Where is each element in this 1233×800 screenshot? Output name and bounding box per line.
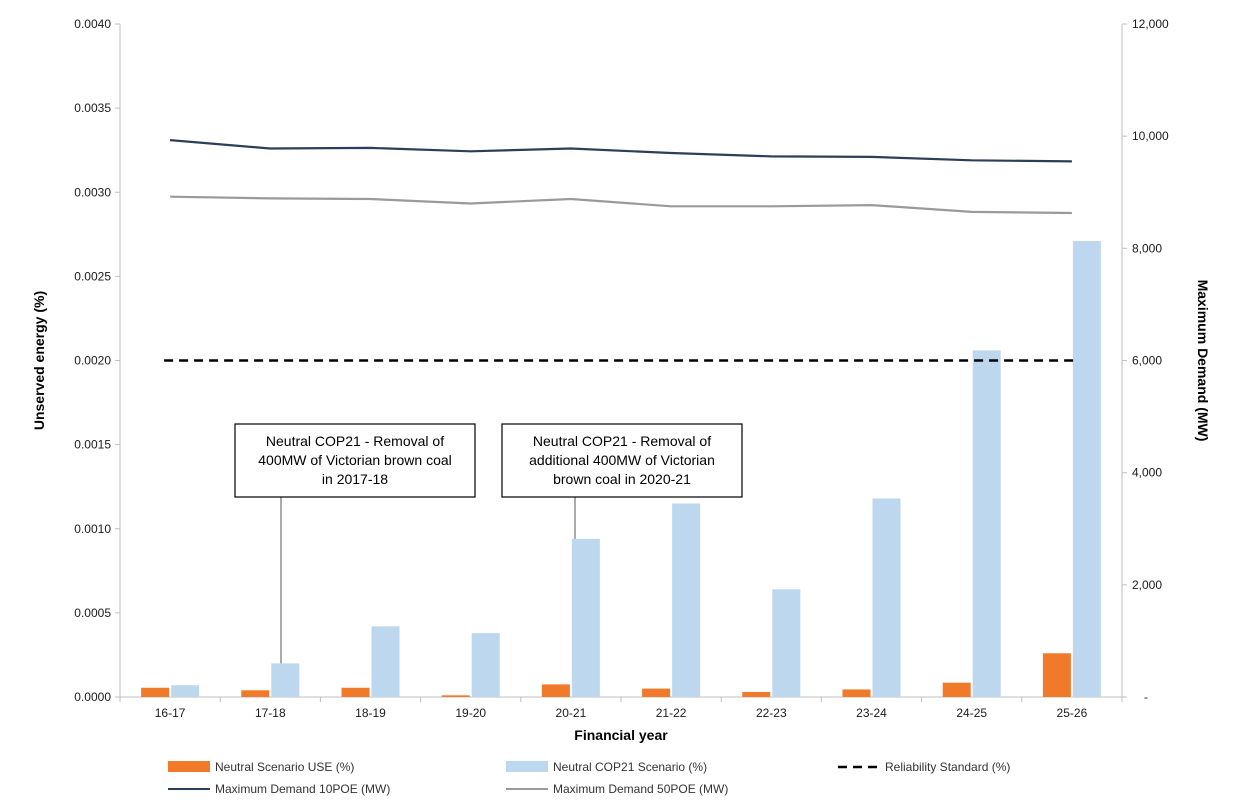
annotation-box xyxy=(501,423,743,498)
annotation-text: Neutral COP21 - Removal of xyxy=(533,433,711,449)
bar-neutral-use xyxy=(642,688,671,697)
y2-tick-label: 8,000 xyxy=(1132,241,1162,255)
line-max-demand-10poe xyxy=(170,139,1072,163)
legend-neutral-cop21-label: Neutral COP21 Scenario (%) xyxy=(553,760,707,774)
bar-neutral-cop21 xyxy=(471,633,500,697)
y2-axis-title: Maximum Demand (MW) xyxy=(1195,280,1211,442)
x-tick-label: 25-26 xyxy=(1057,706,1088,720)
bar-neutral-use xyxy=(942,682,971,697)
y-tick-label: 0.0040 xyxy=(74,17,111,31)
bar-neutral-cop21 xyxy=(972,350,1001,697)
annotations: Neutral COP21 - Removal of 400MW of Victo… xyxy=(234,423,743,664)
legend-neutral-cop21-swatch xyxy=(506,761,548,772)
bar-neutral-cop21 xyxy=(571,538,600,697)
axes: 0.0000 0.0005 0.0010 0.0015 0.0020 0.0025 0.00… xyxy=(31,17,1211,743)
bar-neutral-use xyxy=(742,691,771,697)
bar-neutral-use xyxy=(141,687,170,697)
x-tick-label: 23-24 xyxy=(856,706,887,720)
y2-tick-label: 12,000 xyxy=(1132,17,1169,31)
bar-neutral-cop21 xyxy=(171,685,200,697)
bar-neutral-cop21 xyxy=(872,498,901,697)
y-tick-label: 0.0000 xyxy=(74,690,111,704)
annotation-text: in 2017-18 xyxy=(322,471,388,487)
x-tick-label: 22-23 xyxy=(756,706,787,720)
y2-tick-label: 4,000 xyxy=(1132,466,1162,480)
y2-tick-label: 6,000 xyxy=(1132,354,1162,368)
legend-neutral-use-swatch xyxy=(168,761,210,772)
x-tick-label: 17-18 xyxy=(255,706,286,720)
x-tick-label: 19-20 xyxy=(455,706,486,720)
legend-neutral-use-label: Neutral Scenario USE (%) xyxy=(215,760,354,774)
x-tick-label: 20-21 xyxy=(556,706,587,720)
legend-reliability-standard-label: Reliability Standard (%) xyxy=(885,760,1010,774)
annotation-text: Neutral COP21 - Removal of xyxy=(266,433,444,449)
annotation-text: 400MW of Victorian brown coal xyxy=(258,452,452,468)
legend-max-demand-10poe-label: Maximum Demand 10POE (MW) xyxy=(215,782,390,796)
y-tick-label: 0.0030 xyxy=(74,185,111,199)
y-tick-label: 0.0010 xyxy=(74,522,111,536)
y-axis-title: Unserved energy (%) xyxy=(31,291,47,430)
bar-neutral-cop21 xyxy=(772,589,801,697)
bar-neutral-cop21 xyxy=(672,503,701,697)
bars xyxy=(141,241,1101,698)
annotation-text: additional 400MW of Victorian xyxy=(529,452,715,468)
legend: Neutral Scenario USE (%) Neutral COP21 Sc… xyxy=(168,760,1010,796)
bar-neutral-use xyxy=(541,684,570,697)
bar-neutral-use xyxy=(842,689,871,697)
y2-tick-label: - xyxy=(1144,690,1148,704)
bar-neutral-cop21 xyxy=(271,663,300,697)
annotation-box xyxy=(234,423,476,498)
lines xyxy=(164,139,1078,362)
bar-neutral-use xyxy=(241,690,270,697)
x-tick-label: 21-22 xyxy=(656,706,687,720)
bar-neutral-use xyxy=(1042,653,1071,697)
bar-neutral-use xyxy=(341,687,370,697)
line-max-demand-50poe xyxy=(170,195,1072,215)
annotation-text: brown coal in 2020-21 xyxy=(553,471,691,487)
y-tick-label: 0.0025 xyxy=(74,269,111,283)
y-tick-label: 0.0035 xyxy=(74,101,111,115)
y2-tick-label: 10,000 xyxy=(1132,129,1169,143)
x-tick-label: 18-19 xyxy=(355,706,386,720)
y-tick-label: 0.0020 xyxy=(74,354,111,368)
x-tick-label: 24-25 xyxy=(956,706,987,720)
y-tick-label: 0.0015 xyxy=(74,438,111,452)
y2-tick-label: 2,000 xyxy=(1132,578,1162,592)
bar-neutral-cop21 xyxy=(1072,241,1101,698)
x-axis-title: Financial year xyxy=(574,727,668,743)
legend-max-demand-50poe-label: Maximum Demand 50POE (MW) xyxy=(553,782,728,796)
y-tick-label: 0.0005 xyxy=(74,606,111,620)
bar-neutral-cop21 xyxy=(371,626,400,697)
x-tick-label: 16-17 xyxy=(155,706,186,720)
bar-neutral-use xyxy=(441,695,470,697)
